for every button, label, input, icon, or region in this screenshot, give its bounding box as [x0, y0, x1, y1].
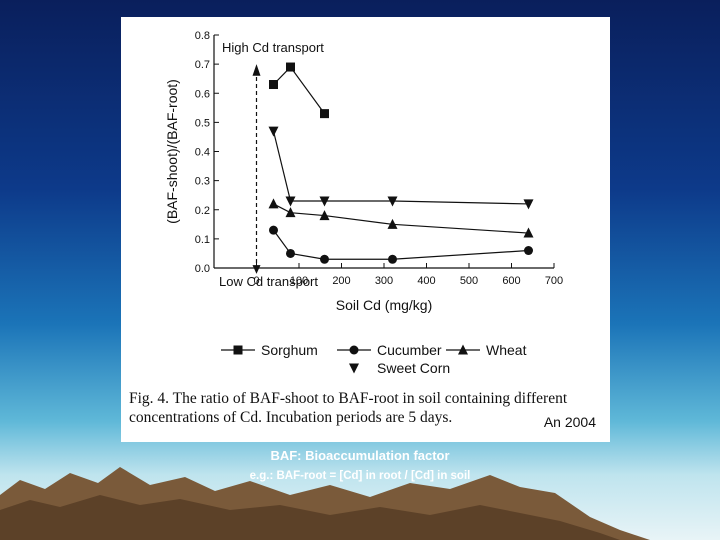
x-tick-label: 700	[545, 275, 563, 287]
x-tick-label: 0	[253, 275, 259, 287]
y-tick-label: 0.6	[195, 88, 210, 100]
point-sorghum	[286, 62, 295, 72]
y-tick-label: 0.4	[195, 147, 210, 159]
chart-legend: Sorghum Cucumber Wheat Sweet Corn	[221, 342, 527, 376]
legend-label-cucumber: Cucumber	[377, 342, 442, 358]
bac-ratio-chart: 0.0 0.1 0.2 0.3 0.4 0.5 0.6 0.7 0.8 0 100 200 300 400…	[164, 30, 563, 376]
y-axis-label: (BAF-shoot)/(BAF-root)	[164, 79, 180, 224]
point-cucumber	[524, 246, 533, 256]
legend-entry-sorghum: Sorghum	[221, 342, 318, 358]
legend-label-wheat: Wheat	[486, 342, 527, 358]
point-wheat	[387, 218, 398, 229]
series-sorghum	[269, 62, 329, 119]
legend-entry-wheat: Wheat	[446, 342, 527, 358]
point-sorghum	[269, 80, 278, 90]
y-tick-label: 0.8	[195, 30, 210, 42]
x-tick-label: 200	[332, 275, 350, 287]
point-wheat	[285, 207, 296, 218]
point-cucumber	[388, 254, 397, 264]
point-wheat	[523, 227, 534, 238]
chart-plot-area: High Cd transport Low Cd transport	[219, 40, 534, 289]
mountain-backdrop	[0, 467, 650, 540]
series-cucumber	[269, 225, 533, 264]
point-sweet-corn	[285, 196, 296, 207]
figure-credit: An 2004	[543, 414, 596, 430]
transport-arrow-down	[252, 265, 261, 274]
point-sweet-corn	[268, 126, 279, 137]
x-tick-label: 500	[460, 275, 478, 287]
series-line-cucumber	[273, 229, 529, 260]
y-tick-label: 0.3	[195, 176, 210, 188]
point-cucumber	[286, 248, 295, 258]
legend-label-sweet-corn: Sweet Corn	[377, 360, 450, 376]
y-tick-label: 0.0	[195, 263, 210, 275]
y-tick-label: 0.5	[195, 117, 210, 129]
legend-marker-sorghum	[233, 345, 243, 355]
x-tick-label: 400	[417, 275, 435, 287]
x-tick-label: 100	[290, 275, 308, 287]
legend-marker-cucumber	[349, 345, 359, 355]
point-sorghum	[320, 109, 329, 119]
footnote-example: e.g.: BAF-root = [Cd] in root / [Cd] in …	[249, 470, 471, 482]
y-tick-label: 0.7	[195, 59, 210, 71]
y-tick-label: 0.2	[195, 205, 210, 217]
series-line-sweet-corn	[272, 130, 529, 205]
legend-marker-wheat	[458, 344, 468, 355]
y-tick-label: 0.1	[195, 234, 210, 246]
series-line-sorghum	[273, 66, 325, 114]
series-line-wheat	[273, 203, 529, 234]
footnote-definition: BAF: Bioaccumulation factor	[270, 448, 450, 463]
legend-entry-cucumber: Cucumber	[337, 342, 442, 358]
point-cucumber	[269, 225, 278, 235]
series-wheat	[268, 198, 534, 238]
legend-marker-sweet-corn	[349, 363, 359, 374]
chart-axes: 0.0 0.1 0.2 0.3 0.4 0.5 0.6 0.7 0.8 0 100 200 300 400…	[164, 30, 563, 313]
point-wheat	[319, 210, 330, 221]
point-sweet-corn	[523, 199, 534, 210]
series-sweet-corn	[268, 126, 534, 210]
point-sweet-corn	[387, 196, 398, 207]
legend-label-sorghum: Sorghum	[261, 342, 318, 358]
figure-caption: Fig. 4. The ratio of BAF-shoot to BAF-ro…	[129, 390, 568, 426]
annotation-low-cd: Low Cd transport	[219, 274, 318, 289]
point-wheat	[268, 198, 279, 209]
point-cucumber	[320, 254, 329, 264]
point-sweet-corn	[319, 196, 330, 207]
x-axis-label: Soil Cd (mg/kg)	[336, 297, 432, 313]
x-tick-label: 600	[502, 275, 520, 287]
annotation-high-cd: High Cd transport	[222, 40, 324, 55]
legend-entry-sweet-corn: Sweet Corn	[349, 360, 450, 376]
transport-arrow-up	[252, 64, 261, 76]
x-tick-label: 300	[375, 275, 393, 287]
figure-panel: 0.0 0.1 0.2 0.3 0.4 0.5 0.6 0.7 0.8 0 100 200 300 400…	[121, 17, 610, 442]
